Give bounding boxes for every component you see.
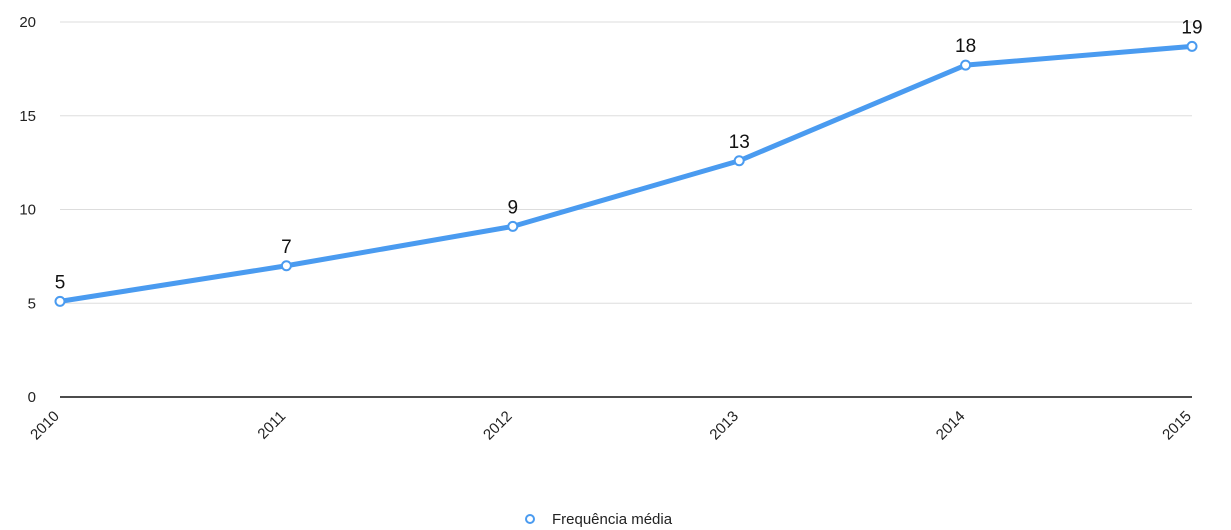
y-tick-label-15: 15 [19, 108, 36, 125]
data-label-2011: 7 [281, 237, 292, 258]
y-tick-label-0: 0 [28, 389, 36, 406]
y-tick-label-5: 5 [28, 295, 36, 312]
series-line [57, 43, 1195, 304]
data-point-2014 [960, 59, 972, 71]
y-tick-label-20: 20 [19, 14, 36, 31]
series-lines [57, 43, 1195, 304]
x-tick-label-2015: 2015 [1159, 408, 1195, 444]
x-tick-label-2011: 2011 [254, 408, 289, 443]
data-label-2015: 19 [1181, 17, 1202, 38]
x-tick-label-2012: 2012 [480, 408, 516, 444]
legend-label: Frequência média [552, 511, 673, 528]
series-markers [54, 40, 1198, 307]
y-tick-label-10: 10 [19, 202, 36, 219]
data-label-2013: 13 [729, 132, 750, 153]
y-tick-labels: 0 5 10 15 20 [19, 14, 36, 406]
legend-marker [525, 514, 535, 524]
x-tick-label-2013: 2013 [706, 408, 742, 444]
grid-lines [60, 21, 1192, 304]
data-label-2010: 5 [55, 272, 66, 293]
x-tick-label-2014: 2014 [933, 408, 969, 444]
data-label-2012: 9 [508, 197, 519, 218]
data-point-2011 [280, 260, 292, 272]
data-label-2014: 18 [955, 36, 976, 57]
legend: Frequência média [525, 511, 673, 528]
data-labels: 5 7 9 13 18 19 [55, 17, 1203, 293]
data-point-2015 [1186, 40, 1198, 52]
data-point-2010 [54, 295, 66, 307]
x-tick-label-2010: 2010 [27, 408, 63, 444]
data-point-2013 [733, 155, 745, 167]
x-tick-labels: 2010 2011 2012 2013 2014 2015 [27, 408, 1195, 444]
data-point-2012 [507, 220, 519, 232]
